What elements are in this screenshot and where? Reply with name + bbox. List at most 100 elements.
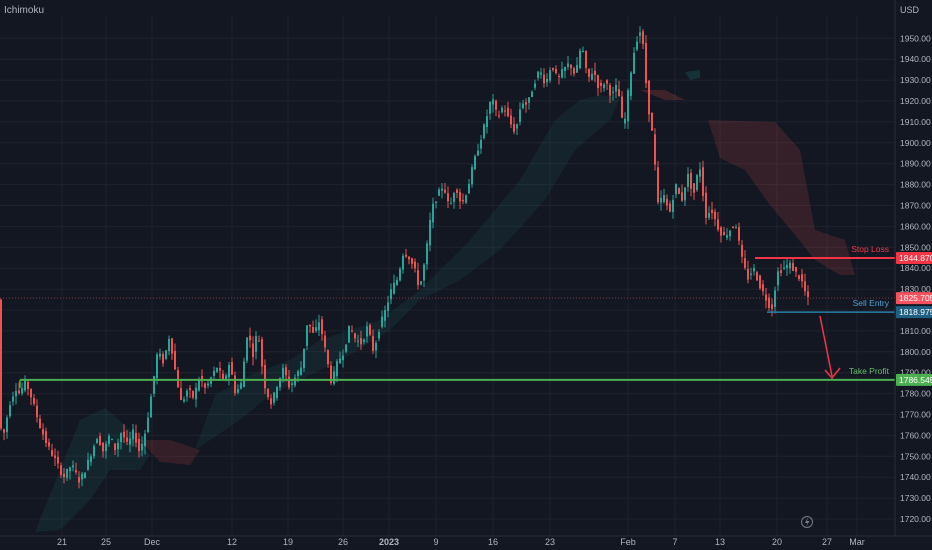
candle-body (453, 193, 455, 202)
candle-body (711, 209, 713, 213)
candle-body (87, 459, 89, 470)
candle-body (132, 429, 134, 440)
candle-body (780, 270, 782, 273)
candle-body (504, 110, 506, 112)
time-tick-label: Mar (849, 537, 865, 547)
candle-body (270, 398, 272, 405)
candle-body (135, 432, 137, 443)
candle-body (408, 256, 410, 260)
candle-body (573, 68, 575, 74)
candle-body (507, 107, 509, 117)
time-tick-label: 26 (338, 537, 348, 547)
candle-body (675, 184, 677, 195)
price-tick-label: 1780.00 (900, 389, 931, 399)
price-tick-label: 1720.00 (900, 514, 931, 524)
price-tick-label: 1880.00 (900, 180, 931, 190)
candle-body (471, 167, 473, 185)
price-tick-label: 1830.00 (900, 284, 931, 294)
candle-body (261, 339, 263, 367)
candle-body (159, 353, 161, 357)
take-profit-label: Take Profit (849, 366, 890, 376)
candle-body (798, 275, 800, 280)
candle-body (387, 302, 389, 312)
candle-body (765, 294, 767, 301)
candle-body (228, 364, 230, 378)
candle-body (96, 439, 98, 444)
candle-body (81, 473, 83, 480)
indicator-label[interactable]: Ichimoku (4, 5, 45, 16)
candle-body (27, 381, 29, 390)
candle-body (462, 199, 464, 202)
candle-body (345, 344, 347, 352)
price-tick-label: 1920.00 (900, 96, 931, 106)
candle-body (333, 371, 335, 384)
candle-body (429, 220, 431, 246)
time-tick-label: 2023 (379, 537, 399, 547)
candle-body (45, 431, 47, 444)
candle-body (399, 268, 401, 281)
price-tick-label: 1900.00 (900, 138, 931, 148)
candle-body (546, 78, 548, 83)
candle-body (24, 379, 26, 391)
price-tick-label: 1840.00 (900, 263, 931, 273)
candle-body (78, 477, 80, 483)
candle-body (615, 84, 617, 92)
time-axis[interactable]: 21 25 Dec 12 19 26 2023 9 16 23 Feb 7 13 20 27 Mar (0, 535, 932, 547)
candle-body (537, 71, 539, 78)
candle-body (258, 340, 260, 342)
price-tick-label: 1730.00 (900, 493, 931, 503)
time-tick-label: Feb (620, 537, 636, 547)
candle-body (264, 365, 266, 389)
candle-body (144, 433, 146, 447)
candle-body (75, 470, 77, 473)
candle-body (636, 41, 638, 50)
lightning-icon (801, 516, 813, 528)
candle-body (186, 390, 188, 397)
candle-body (285, 367, 287, 376)
candle-body (585, 50, 587, 68)
candle-body (762, 284, 764, 292)
price-axis[interactable]: 1720.00 1730.00 1740.00 1750.00 1760.00 1770.… (894, 0, 932, 536)
price-tick-label: 1940.00 (900, 54, 931, 64)
candle-body (300, 367, 302, 376)
candle-body (84, 472, 86, 479)
candle-body (597, 75, 599, 89)
candle-body (543, 74, 545, 84)
candle-body (72, 465, 74, 468)
candle-body (630, 72, 632, 96)
candle-body (354, 333, 356, 339)
candle-body (801, 274, 803, 282)
take-profit-price-badge (896, 373, 932, 386)
candle-body (588, 68, 590, 77)
candle-body (645, 43, 647, 84)
candle-body (807, 291, 809, 297)
candle-body (246, 337, 248, 361)
candle-body (321, 319, 323, 335)
price-tick-label: 1760.00 (900, 430, 931, 440)
candle-body (699, 169, 701, 177)
candle-body (174, 351, 176, 370)
candle-body (759, 275, 761, 289)
candle-body (99, 436, 101, 445)
candle-body (579, 50, 581, 69)
candle-body (294, 377, 296, 386)
candle-body (612, 91, 614, 93)
candle-body (129, 438, 131, 445)
candle-body (561, 69, 563, 78)
candle-body (252, 343, 254, 358)
time-tick-label: Dec (144, 537, 161, 547)
candle-body (357, 340, 359, 342)
price-tick-label: 1750.00 (900, 451, 931, 461)
candle-body (720, 227, 722, 236)
candle-body (672, 199, 674, 212)
candle-body (468, 183, 470, 194)
candle-body (633, 52, 635, 74)
candle-body (138, 438, 140, 452)
candle-body (384, 310, 386, 321)
candle-body (330, 365, 332, 384)
candle-body (153, 376, 155, 394)
candle-body (666, 198, 668, 206)
candle-body (213, 371, 215, 376)
candle-body (510, 115, 512, 125)
